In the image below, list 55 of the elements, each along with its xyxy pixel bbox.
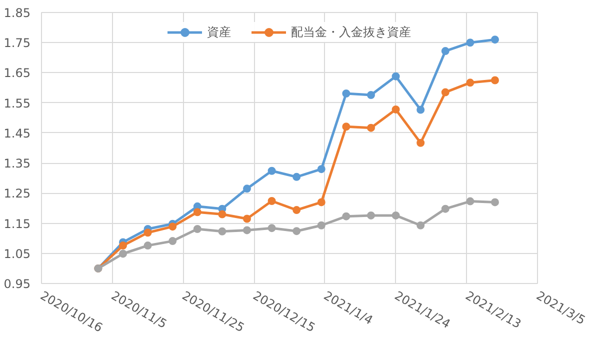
point	[466, 197, 474, 206]
point	[441, 88, 450, 96]
point	[366, 124, 375, 132]
y-tick-label: 1.35	[4, 156, 30, 171]
point	[342, 122, 350, 131]
y-tick-label: 1.45	[4, 126, 30, 140]
point	[268, 166, 276, 175]
point	[366, 211, 375, 220]
point	[392, 72, 400, 80]
point	[466, 38, 474, 47]
point	[342, 212, 350, 220]
point	[242, 184, 251, 193]
point	[317, 165, 326, 174]
point	[416, 106, 425, 114]
point	[392, 105, 400, 114]
point	[218, 210, 226, 218]
point	[118, 242, 127, 250]
point	[168, 222, 177, 231]
point	[490, 36, 499, 44]
y-tick-label: 1.15	[4, 216, 30, 231]
point	[218, 227, 226, 236]
point	[268, 224, 276, 232]
point	[144, 228, 152, 237]
point	[292, 227, 301, 236]
y-tick-label: 0.95	[4, 277, 30, 291]
y-tick-label: 1.85	[4, 6, 30, 20]
y-tick-label: 1.25	[4, 186, 30, 201]
point	[268, 197, 276, 205]
point	[292, 172, 301, 181]
point	[416, 221, 425, 230]
point	[490, 198, 499, 206]
y-tick-label: 1.65	[4, 66, 30, 80]
point	[441, 47, 450, 56]
point	[392, 211, 400, 220]
point	[441, 204, 450, 213]
y-tick-label: 1.05	[4, 246, 30, 261]
point	[490, 76, 499, 84]
point	[292, 206, 301, 214]
legend-label: 資産	[207, 24, 231, 40]
point	[317, 198, 326, 206]
point	[416, 138, 425, 147]
point	[193, 225, 202, 233]
point	[118, 250, 127, 258]
y-tick-label: 1.75	[4, 36, 30, 50]
legend-label: 配当金・入金抜き資産	[291, 24, 411, 40]
point	[144, 242, 152, 250]
point	[193, 208, 202, 216]
point	[317, 221, 326, 230]
point	[242, 214, 251, 223]
point	[342, 90, 350, 98]
point	[366, 91, 375, 99]
point	[466, 78, 474, 87]
y-tick-label: 1.55	[4, 96, 30, 110]
point	[168, 237, 177, 246]
point	[242, 226, 251, 234]
